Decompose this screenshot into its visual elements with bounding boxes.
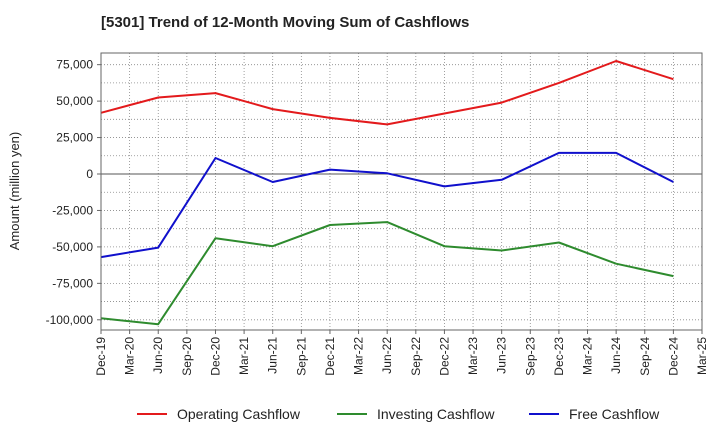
x-tick-label: Sep-20 [180,337,194,376]
y-axis-title: Amount (million yen) [7,132,22,251]
x-tick-label: Sep-23 [523,337,537,376]
operating-cashflow-line [100,60,674,126]
x-tick-label: Sep-21 [294,337,308,376]
x-tick-label: Mar-24 [581,337,595,375]
y-tick-label: 0 [86,167,93,181]
y-tick-label: -75,000 [52,276,93,290]
x-tick-label: Sep-24 [638,337,652,376]
y-tick-label: 75,000 [56,58,93,72]
investing-cashflow-line [100,221,674,326]
x-tick-label: Jun-20 [151,337,165,374]
grid [100,53,703,330]
series-lines [100,60,674,326]
legend: Operating Cashflow Investing Cashflow Free… [137,406,660,422]
x-tick-label: Mar-22 [352,337,366,375]
x-tick-label: Dec-24 [666,337,680,376]
x-tick-label: Jun-22 [380,337,394,374]
plot-border [100,52,703,331]
x-tick-label: Dec-21 [323,337,337,376]
operating-cashflow-legend-label: Operating Cashflow [177,406,301,422]
x-tick-label: Mar-23 [466,337,480,375]
y-tick-label: -25,000 [52,203,93,217]
y-tick-label: 50,000 [56,94,93,108]
chart-title: [5301] Trend of 12-Month Moving Sum of C… [101,14,470,31]
investing-cashflow-legend-label: Investing Cashflow [377,406,495,422]
plot-frame [100,52,703,331]
x-tick-label: Jun-23 [495,337,509,374]
x-tick-label: Mar-21 [237,337,251,375]
x-tick-labels: Dec-19 Mar-20 Jun-20 Sep-20 Dec-20 Mar-21 Jun-… [94,330,709,376]
x-tick-label: Jun-24 [609,337,623,374]
x-tick-label: Sep-22 [409,337,423,376]
y-tick-labels: 75,000 50,000 25,000 0 -25,000 -50,000 -75,000… [46,58,101,327]
x-tick-label: Dec-19 [94,337,108,376]
y-tick-label: -50,000 [52,240,93,254]
x-tick-label: Dec-22 [437,337,451,376]
x-tick-label: Jun-21 [266,337,280,374]
free-cashflow-legend-label: Free Cashflow [569,406,660,422]
y-tick-label: 25,000 [56,131,93,145]
x-tick-label: Dec-20 [208,337,222,376]
y-tick-label: -100,000 [46,313,94,327]
x-tick-label: Mar-20 [123,337,137,375]
x-tick-label: Dec-23 [552,337,566,376]
x-tick-label: Mar-25 [695,337,709,375]
free-cashflow-line [100,151,674,259]
